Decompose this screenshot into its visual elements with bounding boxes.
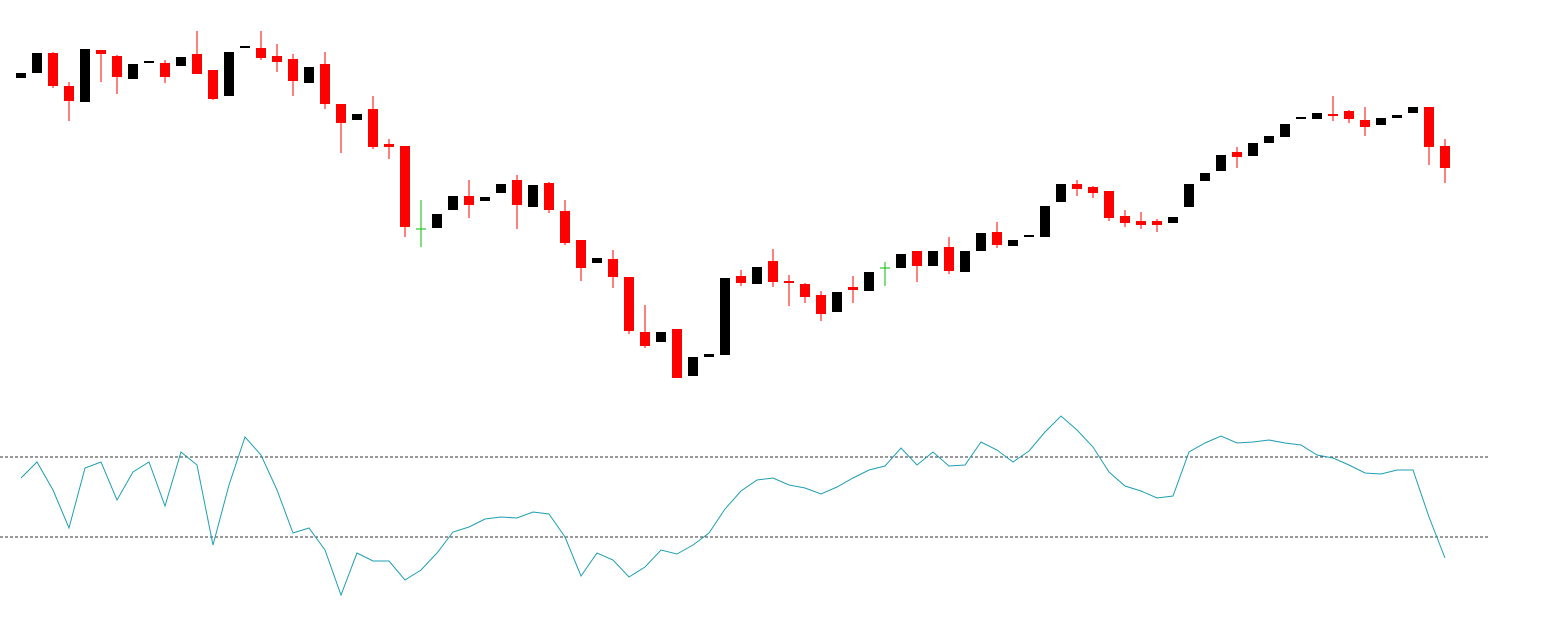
candle-body: [192, 54, 202, 74]
candle-body: [528, 185, 538, 207]
candle-body: [1248, 143, 1258, 156]
candle-body: [656, 332, 666, 342]
candle-body: [720, 278, 730, 355]
candle-body: [512, 180, 522, 205]
candle-body: [176, 57, 186, 66]
candle-body: [1312, 113, 1322, 119]
candle-body: [1024, 235, 1034, 237]
candle-body: [624, 277, 634, 331]
candle-body: [320, 64, 330, 104]
candle-body: [560, 211, 570, 243]
candle-body: [240, 46, 250, 48]
candle-body: [816, 295, 826, 314]
candle-body: [1440, 146, 1450, 168]
candle-body: [208, 70, 218, 99]
candle-body: [128, 64, 138, 79]
candle-body: [80, 49, 90, 102]
candle-body: [1056, 184, 1066, 202]
candle-body: [96, 50, 106, 54]
candle-body: [800, 284, 810, 297]
candle-body: [944, 247, 954, 271]
indicator-line: [20, 415, 1446, 597]
candle-body: [304, 67, 314, 83]
candle-body: [400, 146, 410, 227]
candle-body: [480, 197, 490, 201]
candle-body: [912, 251, 922, 266]
candle-body: [592, 258, 602, 263]
candle-body: [464, 196, 474, 205]
candle-body: [1136, 221, 1146, 225]
candle-body: [992, 232, 1002, 245]
candle-body: [752, 267, 762, 284]
candle-body: [48, 53, 58, 86]
candle-body: [1120, 216, 1130, 223]
candle-body: [288, 59, 298, 81]
candle-body: [896, 254, 906, 268]
candle-body: [1104, 191, 1114, 218]
candle-body: [928, 251, 938, 266]
candle-body: [736, 276, 746, 283]
candle-body: [368, 109, 378, 147]
candle-body: [608, 259, 618, 277]
candle-body: [1360, 120, 1370, 127]
candle-body: [576, 240, 586, 268]
candle-body: [256, 48, 266, 58]
candle-body: [1200, 173, 1210, 181]
candle-body: [1168, 217, 1178, 223]
candle-body: [976, 233, 986, 251]
candle-body: [768, 261, 778, 282]
candle-body: [1040, 206, 1050, 237]
candle-body: [448, 196, 458, 210]
candle-body: [544, 183, 554, 210]
candle-body: [672, 329, 682, 378]
candle-body: [1072, 184, 1082, 189]
candle-body: [16, 73, 26, 78]
candle-body: [1376, 118, 1386, 125]
candle-body: [1280, 124, 1290, 137]
candle-body: [1216, 155, 1226, 171]
candle-body: [432, 214, 442, 228]
candle-body: [1008, 240, 1018, 246]
candle-body: [1264, 136, 1274, 143]
candle-body: [1184, 184, 1194, 207]
candle-body: [384, 144, 394, 147]
candle-body: [1392, 115, 1402, 118]
candle-body: [1424, 107, 1434, 147]
candle-body: [352, 114, 362, 120]
candle-body: [832, 292, 842, 312]
candle-body: [224, 52, 234, 96]
candle-body: [1344, 111, 1354, 119]
candle-body: [864, 272, 874, 291]
candle-body: [272, 56, 282, 62]
candle-body: [960, 251, 970, 272]
candle-body: [640, 332, 650, 346]
candle-body: [704, 354, 714, 357]
candle-body: [144, 61, 154, 63]
candle-body: [160, 63, 170, 77]
candle-body: [1152, 221, 1162, 225]
candle-body: [1296, 117, 1306, 119]
candle-body: [112, 56, 122, 77]
candle-body: [496, 184, 506, 193]
candle-body: [32, 53, 42, 73]
candle-body: [784, 281, 794, 283]
candle-body: [1232, 152, 1242, 157]
candle-body: [848, 287, 858, 290]
candle-body: [1088, 187, 1098, 193]
candle-body: [64, 86, 74, 101]
candle-body: [1408, 107, 1418, 113]
candle-body: [336, 104, 346, 123]
candle-body: [1328, 114, 1338, 116]
candle-body: [688, 357, 698, 376]
